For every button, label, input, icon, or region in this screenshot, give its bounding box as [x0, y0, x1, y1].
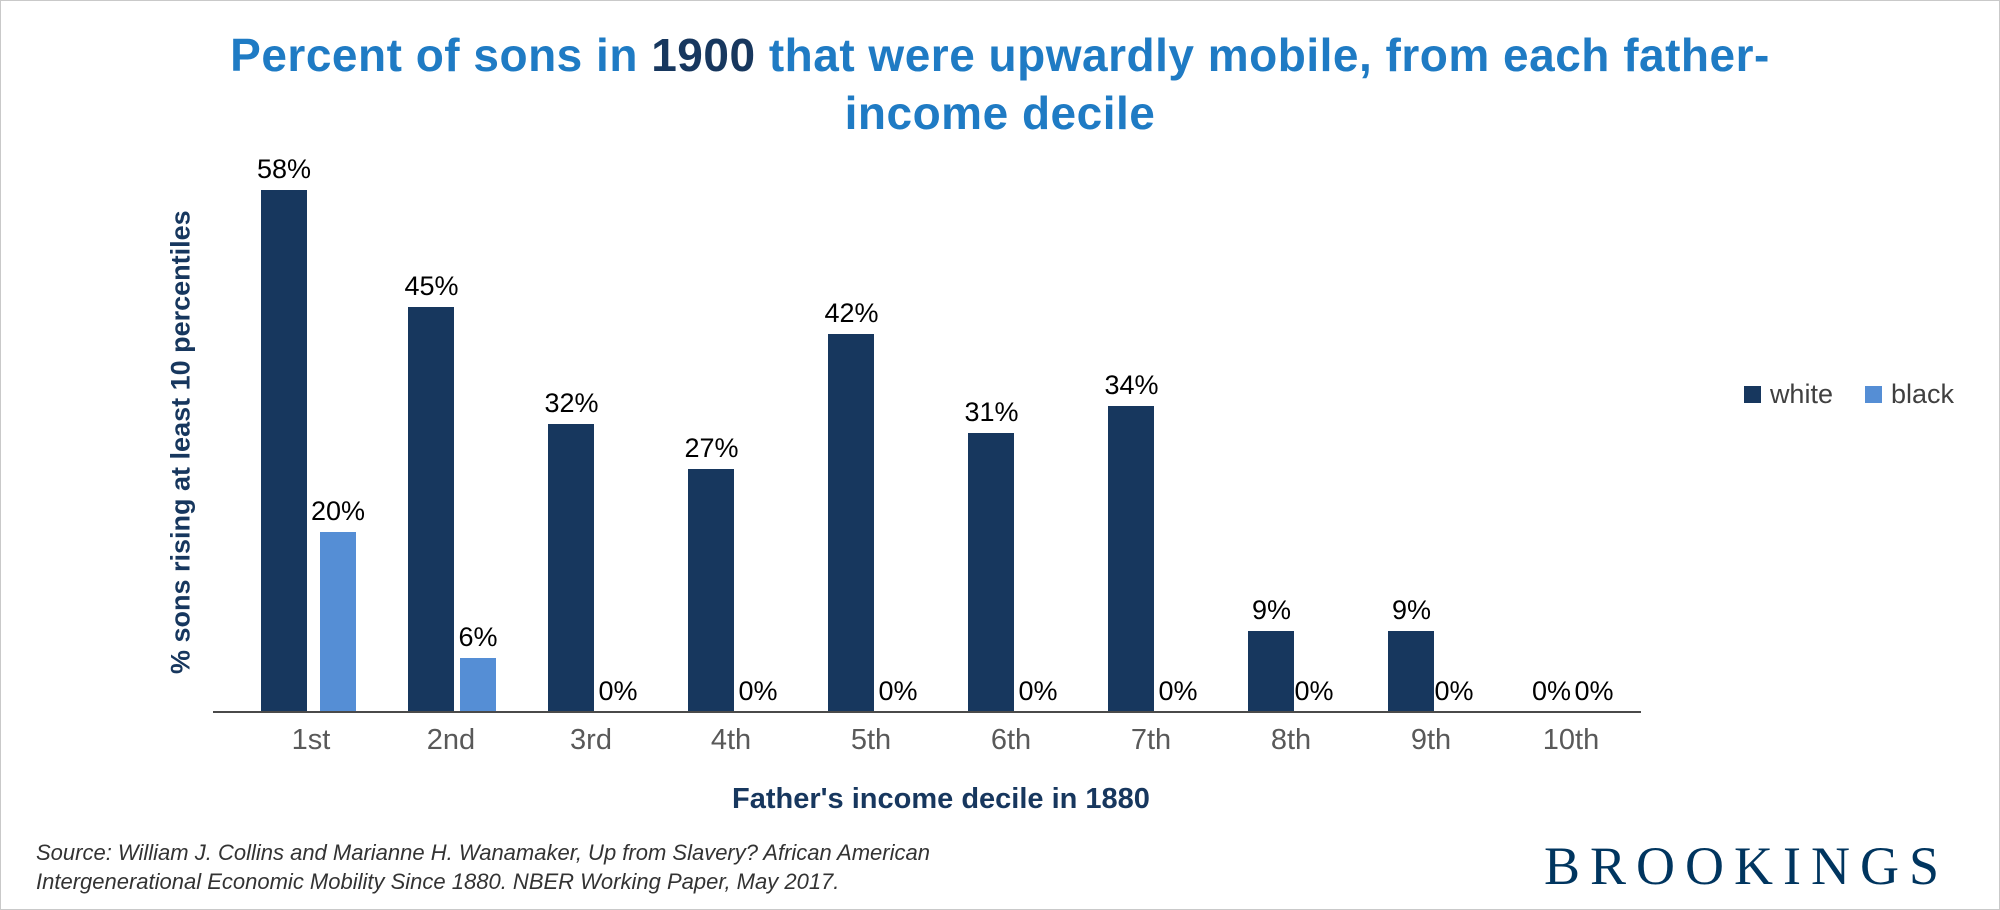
bar-value-label-black-9th: 0%	[1434, 676, 1474, 706]
bar-group-2nd: 45% 6% 2nd	[381, 172, 521, 757]
bar-black-2nd	[460, 658, 497, 712]
chart-title: Percent of sons in 1900 that were upward…	[220, 27, 1780, 142]
bar-white-3rd	[548, 424, 595, 712]
legend-label-black: black	[1890, 379, 1954, 409]
legend-item-white: white	[1743, 379, 1833, 410]
bar-value-label-black-10th: 0%	[1574, 676, 1614, 706]
footer: Source: William J. Collins and Marianne …	[36, 835, 1949, 897]
bar-group-1st: 58% 20% 1st	[241, 154, 381, 757]
source-text: Source: William J. Collins and Marianne …	[36, 839, 930, 895]
bar-value-label-black-6th: 0%	[1018, 676, 1058, 706]
bar-value-label-black-7th: 0%	[1158, 676, 1198, 706]
chart-area: % sons rising at least 10 percentiles 58…	[1, 154, 1999, 757]
x-tick-8th: 8th	[1270, 724, 1312, 756]
legend-label-white: white	[1769, 379, 1833, 409]
legend-swatch-black	[1864, 386, 1882, 403]
x-tick-2nd: 2nd	[426, 724, 476, 756]
x-tick-10th: 10th	[1542, 724, 1600, 756]
bar-black-1st	[320, 532, 357, 712]
legend: white black	[1743, 379, 1954, 410]
x-axis-line	[213, 711, 1641, 713]
bar-value-label-black-1st: 20%	[311, 496, 366, 526]
chart-title-year: 1900	[651, 29, 756, 81]
bar-group-8th: 9% 0% 8th	[1221, 172, 1361, 757]
x-tick-5th: 5th	[850, 724, 892, 756]
bar-group-7th: 34% 0% 7th	[1081, 172, 1221, 757]
chart-title-post: that were upwardly mobile, from each fat…	[755, 29, 1770, 139]
bar-value-label-white-7th: 34%	[1104, 370, 1159, 400]
bar-white-8th	[1248, 631, 1295, 712]
x-tick-4th: 4th	[710, 724, 752, 756]
bar-value-label-black-3rd: 0%	[598, 676, 638, 706]
bar-value-label-white-6th: 31%	[964, 397, 1019, 427]
bar-value-label-white-4th: 27%	[684, 433, 739, 463]
bar-group-9th: 9% 0% 9th	[1361, 172, 1501, 757]
x-tick-9th: 9th	[1410, 724, 1452, 756]
bar-value-label-white-5th: 42%	[824, 298, 879, 328]
bar-value-label-white-8th: 9%	[1251, 595, 1291, 625]
chart-title-pre: Percent of sons in	[230, 29, 652, 81]
legend-item-black: black	[1864, 379, 1954, 410]
bar-value-label-white-1st: 58%	[256, 154, 311, 184]
bar-white-9th	[1388, 631, 1435, 712]
x-tick-3rd: 3rd	[570, 724, 612, 756]
bar-value-label-white-3rd: 32%	[544, 388, 599, 418]
bar-group-6th: 31% 0% 6th	[941, 172, 1081, 757]
x-axis-title: Father's income decile in 1880	[732, 783, 1150, 815]
bar-white-6th	[968, 433, 1015, 712]
y-axis-label: % sons rising at least 10 percentiles	[165, 210, 196, 674]
bar-value-label-white-9th: 9%	[1391, 595, 1431, 625]
plot-area: 58% 20% 1st 45% 6% 2nd 32% 0% 3rd 27% 0% 4th 42% 0% 5t…	[213, 154, 1641, 757]
bar-value-label-black-2nd: 6%	[458, 622, 498, 652]
brookings-logo: BROOKINGS	[1543, 836, 1949, 896]
bar-group-5th: 42% 0% 5th	[801, 172, 941, 757]
x-tick-1st: 1st	[291, 724, 331, 756]
bar-value-label-white-2nd: 45%	[404, 271, 459, 301]
bar-value-label-black-5th: 0%	[878, 676, 918, 706]
bar-white-1st	[260, 190, 307, 712]
bar-value-label-black-4th: 0%	[738, 676, 778, 706]
legend-swatch-white	[1743, 386, 1761, 403]
x-tick-7th: 7th	[1130, 724, 1172, 756]
bar-group-10th: 0% 0% 10th	[1501, 172, 1641, 757]
bar-group-3rd: 32% 0% 3rd	[521, 172, 661, 757]
bar-white-4th	[688, 469, 735, 712]
bar-value-label-white-10th: 0%	[1531, 676, 1571, 706]
x-tick-6th: 6th	[990, 724, 1032, 756]
bar-white-2nd	[408, 307, 455, 712]
bar-white-7th	[1108, 406, 1155, 712]
bar-group-4th: 27% 0% 4th	[661, 172, 801, 757]
bar-value-label-black-8th: 0%	[1294, 676, 1334, 706]
bar-white-5th	[828, 334, 875, 712]
